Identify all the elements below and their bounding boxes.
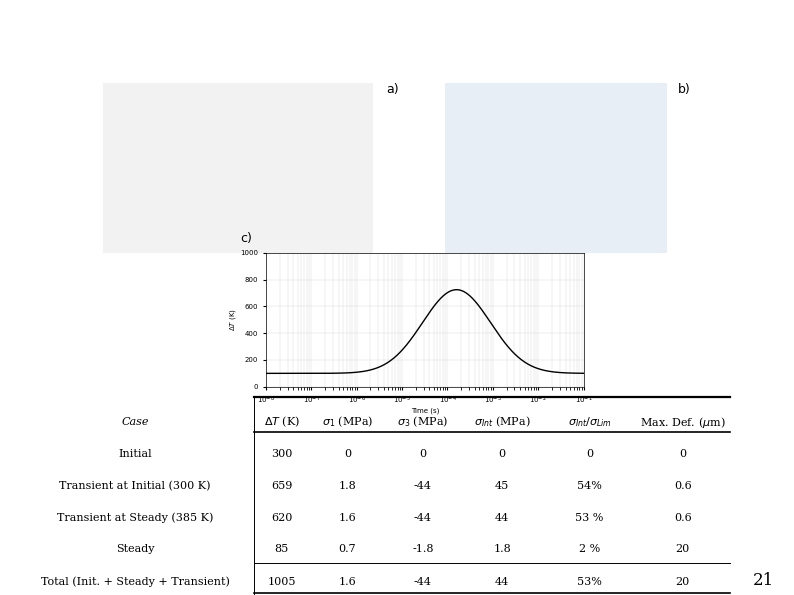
- Text: 0: 0: [419, 449, 426, 459]
- Text: 1.6: 1.6: [338, 577, 357, 587]
- Text: 53 %: 53 %: [576, 512, 603, 522]
- Text: 1.8: 1.8: [493, 544, 511, 555]
- Text: 2 %: 2 %: [579, 544, 600, 555]
- Text: 45: 45: [495, 481, 509, 491]
- Text: 300: 300: [272, 449, 292, 459]
- Text: 0: 0: [586, 449, 593, 459]
- Text: 85: 85: [275, 544, 289, 555]
- Text: 44: 44: [495, 512, 509, 522]
- Text: $\sigma_3$ (MPa): $\sigma_3$ (MPa): [397, 415, 449, 430]
- Text: 54%: 54%: [577, 481, 602, 491]
- Text: -44: -44: [414, 512, 432, 522]
- Text: $\sigma_{Int}/\sigma_{Lim}$: $\sigma_{Int}/\sigma_{Lim}$: [568, 415, 611, 429]
- Text: 0: 0: [344, 449, 351, 459]
- Text: 1.6: 1.6: [338, 512, 357, 522]
- Text: 0: 0: [499, 449, 506, 459]
- Text: 0.7: 0.7: [338, 544, 357, 555]
- Text: Max. Def. ($\mu$m): Max. Def. ($\mu$m): [640, 415, 726, 430]
- Text: b): b): [678, 83, 691, 96]
- Text: Transient at Steady (385 K): Transient at Steady (385 K): [57, 512, 213, 523]
- Text: 21: 21: [753, 572, 774, 589]
- Text: $\sigma_1$ (MPa): $\sigma_1$ (MPa): [322, 415, 373, 430]
- Text: Case: Case: [121, 417, 148, 427]
- Text: Stationary + Transient State: Stationary + Transient State: [133, 24, 661, 58]
- Text: a): a): [387, 83, 399, 96]
- Text: 1.8: 1.8: [338, 481, 357, 491]
- Text: Initial: Initial: [118, 449, 152, 459]
- Text: 20: 20: [676, 544, 690, 555]
- Text: Total (Init. + Steady + Transient): Total (Init. + Steady + Transient): [40, 577, 229, 587]
- Text: 659: 659: [272, 481, 292, 491]
- Text: -44: -44: [414, 481, 432, 491]
- Text: Transient at Initial (300 K): Transient at Initial (300 K): [60, 481, 210, 491]
- Text: 620: 620: [272, 512, 292, 522]
- Y-axis label: $\Delta T$ (K): $\Delta T$ (K): [228, 308, 237, 331]
- Text: 0.6: 0.6: [674, 512, 692, 522]
- Text: $\sigma_{Int}$ (MPa): $\sigma_{Int}$ (MPa): [474, 415, 530, 430]
- Text: 1005: 1005: [268, 577, 296, 587]
- Text: -44: -44: [414, 577, 432, 587]
- Text: 53%: 53%: [577, 577, 602, 587]
- Text: Steady: Steady: [116, 544, 154, 555]
- Text: 44: 44: [495, 577, 509, 587]
- Text: 0: 0: [680, 449, 686, 459]
- Text: 20: 20: [676, 577, 690, 587]
- Text: $\Delta T$ (K): $\Delta T$ (K): [264, 415, 300, 430]
- Text: 0.6: 0.6: [674, 481, 692, 491]
- Text: c): c): [241, 232, 252, 245]
- Text: -1.8: -1.8: [412, 544, 434, 555]
- X-axis label: Time (s): Time (s): [410, 407, 439, 414]
